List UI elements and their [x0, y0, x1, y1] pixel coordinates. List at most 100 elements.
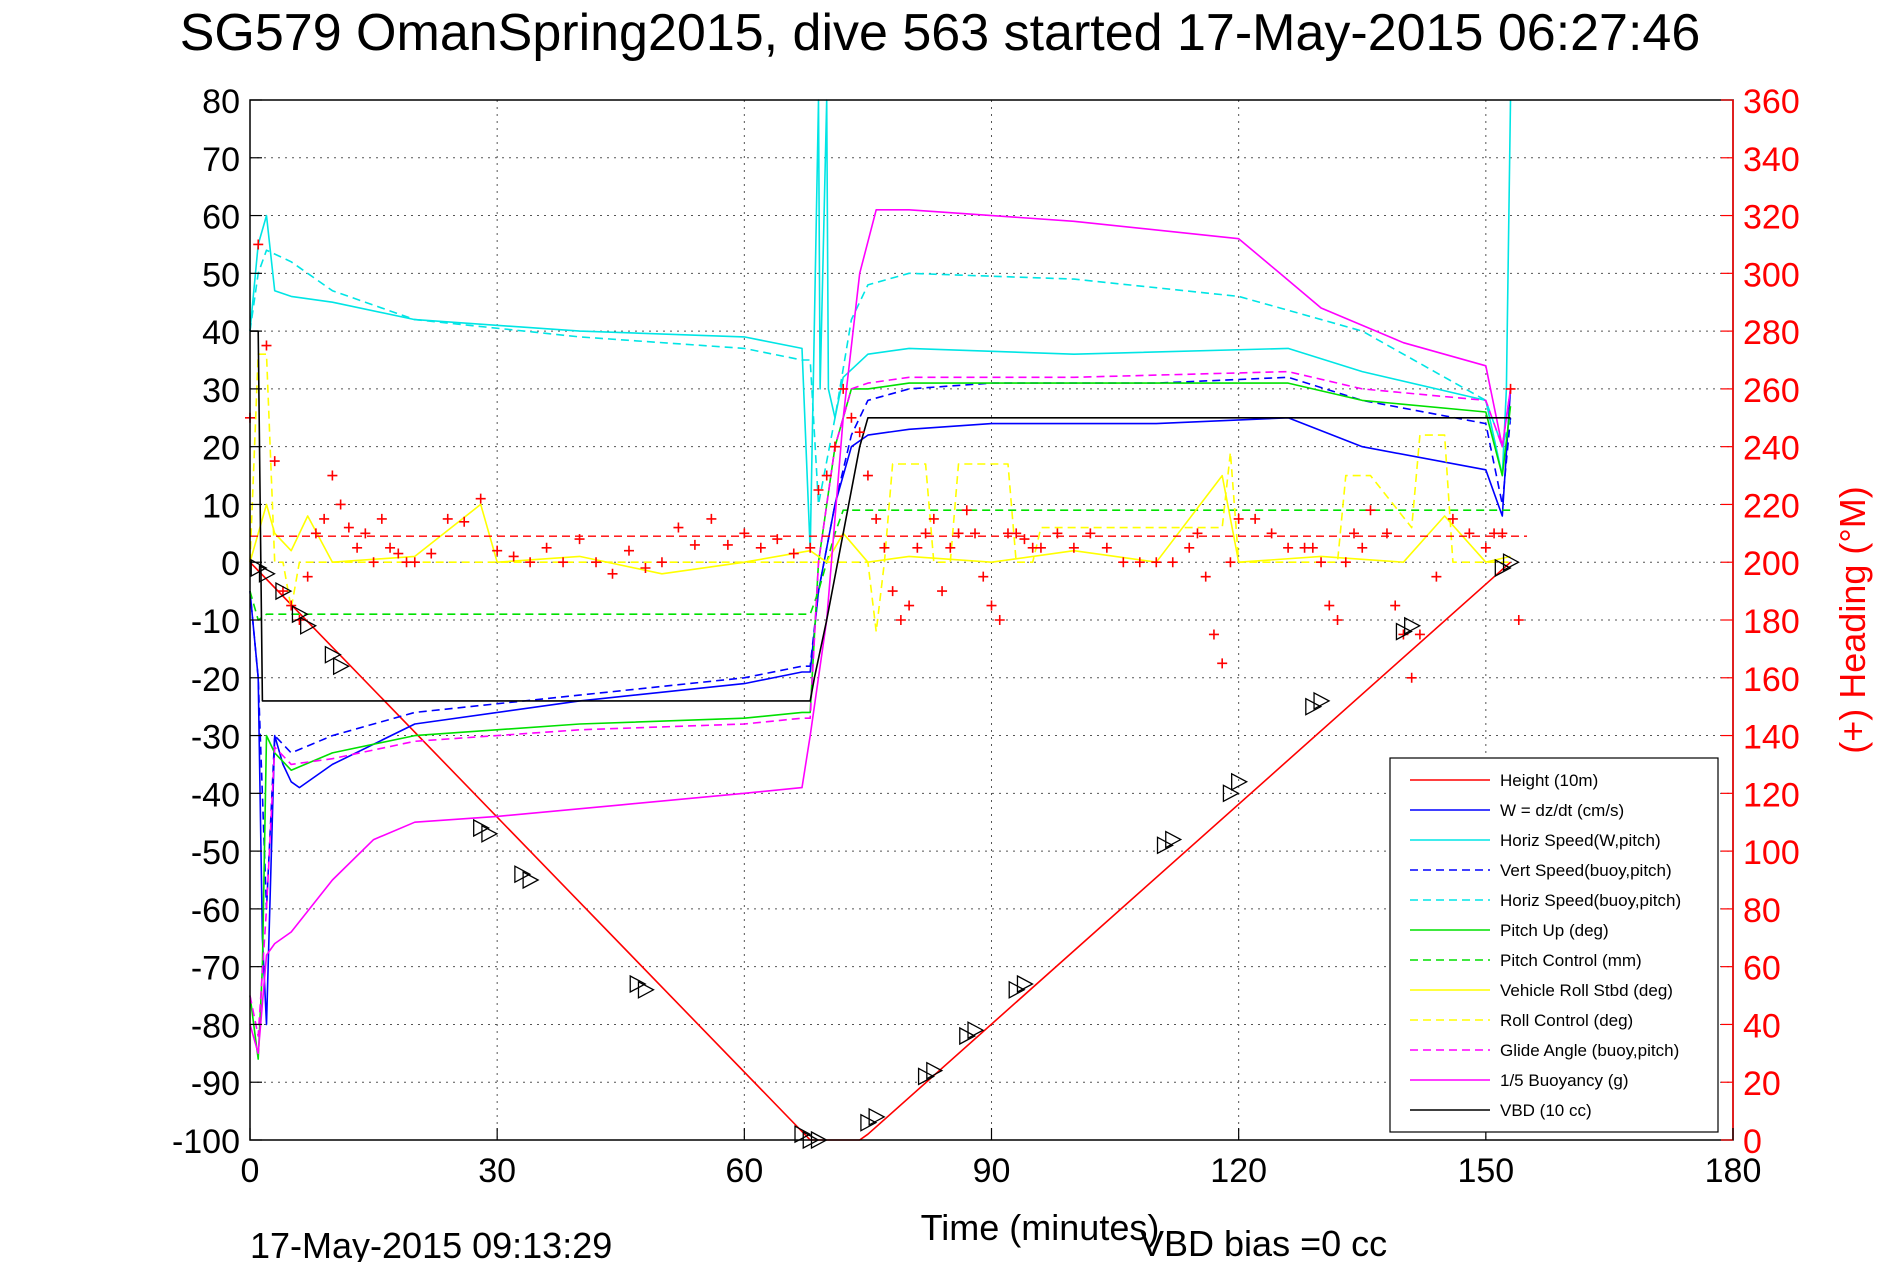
legend-label: Roll Control (deg) [1500, 1011, 1633, 1030]
heading-point [640, 563, 651, 573]
gc-marker [1502, 553, 1520, 572]
footer-vbd-bias: VBD bias =0 cc [1140, 1223, 1387, 1262]
heading-point [368, 557, 379, 568]
gc-marker [926, 1061, 944, 1080]
heading-point [335, 499, 346, 510]
heading-point [970, 528, 981, 539]
gc-marker [258, 564, 276, 583]
heading-point [813, 485, 824, 495]
left-tick-label: 10 [202, 487, 240, 525]
heading-point [1340, 557, 1351, 568]
heading-point [525, 557, 536, 568]
series-line-1 [249, 388, 1512, 1026]
legend-label: VBD (10 cc) [1500, 1101, 1592, 1120]
left-tick-label: 40 [202, 314, 240, 352]
right-tick-label: 200 [1743, 545, 1800, 583]
heading-point [591, 557, 602, 568]
heading-point [1011, 528, 1022, 539]
gc-marker [629, 974, 647, 994]
heading-point [574, 534, 585, 545]
heading-point [327, 470, 338, 481]
gc-marker [917, 1067, 935, 1086]
heading-point [722, 539, 733, 550]
heading-point [1134, 557, 1145, 568]
heading-point [912, 542, 923, 553]
heading-point [1233, 513, 1244, 524]
heading-point [895, 615, 906, 625]
gc-marker [959, 1026, 977, 1046]
gc-marker [250, 558, 268, 578]
right-tick-label: 80 [1743, 892, 1781, 930]
right-tick-label: 280 [1743, 314, 1800, 352]
heading-point [1101, 542, 1112, 553]
gc-marker [860, 1113, 878, 1132]
legend-label: W = dz/dt (cm/s) [1500, 801, 1624, 820]
heading-point [352, 542, 363, 553]
heading-point [1151, 557, 1162, 568]
heading-point [1250, 513, 1261, 524]
heading-point [1052, 528, 1063, 539]
heading-point [1332, 615, 1343, 625]
x-axis-label: Time (minutes) [921, 1207, 1160, 1248]
bottom-axis-ticks: 0 30 60 90 120 150 180 [241, 1128, 1762, 1190]
right-tick-label: 60 [1743, 950, 1781, 988]
left-tick-label: -80 [191, 1007, 240, 1045]
marker-layer [250, 553, 1520, 1150]
heading-point [253, 239, 264, 250]
left-tick-label: 70 [202, 141, 240, 179]
heading-point [821, 470, 832, 481]
left-tick-label: 60 [202, 199, 240, 237]
gc-marker [324, 645, 342, 664]
gc-marker [1305, 697, 1323, 716]
heading-point [302, 571, 313, 582]
heading-point [1283, 542, 1294, 553]
series-line-9 [249, 370, 1512, 1037]
heading-point [961, 505, 972, 516]
heading-point [1118, 557, 1129, 568]
heading-point [508, 551, 519, 562]
gc-marker [473, 818, 491, 838]
heading-point [656, 557, 667, 568]
gc-marker [1404, 616, 1422, 635]
heading-point [1365, 505, 1376, 516]
heading-point [1184, 542, 1195, 553]
right-axis-label: (+) Heading (°M) [1832, 486, 1873, 753]
heading-point [1513, 615, 1524, 625]
right-tick-label: 0 [1743, 1123, 1762, 1161]
footer-timestamp: 17-May-2015 09:13:29 [250, 1225, 612, 1262]
heading-point [928, 513, 939, 524]
legend-label: 1/5 Buoyancy (g) [1500, 1071, 1629, 1090]
heading-point [1414, 629, 1425, 640]
gc-marker [1156, 836, 1174, 855]
heading-point [1225, 557, 1236, 568]
left-tick-label: 20 [202, 430, 240, 468]
heading-point [920, 528, 931, 539]
heading-point [829, 441, 840, 452]
chart-title: SG579 OmanSpring2015, dive 563 started 1… [180, 4, 1701, 62]
heading-point [343, 522, 354, 533]
right-tick-label: 300 [1743, 256, 1800, 294]
heading-point [269, 456, 280, 467]
heading-point [879, 542, 890, 553]
heading-point [772, 534, 783, 545]
heading-point [1357, 542, 1368, 553]
left-tick-label: -30 [191, 719, 240, 757]
heading-point [1497, 528, 1508, 539]
right-tick-label: 140 [1743, 719, 1800, 757]
heading-point [558, 557, 569, 568]
heading-point [1217, 658, 1228, 669]
left-tick-label: 30 [202, 372, 240, 410]
heading-point [788, 548, 799, 559]
bottom-tick-label: 180 [1705, 1152, 1762, 1190]
gc-marker [291, 605, 309, 624]
heading-point [846, 412, 857, 423]
gc-marker [481, 824, 499, 843]
legend-label: Pitch Up (deg) [1500, 921, 1609, 940]
heading-layer [245, 239, 1528, 683]
heading-point [871, 513, 882, 524]
gc-marker [332, 657, 351, 676]
right-tick-label: 100 [1743, 834, 1800, 872]
legend-label: Pitch Control (mm) [1500, 951, 1642, 970]
heading-point [286, 600, 297, 611]
